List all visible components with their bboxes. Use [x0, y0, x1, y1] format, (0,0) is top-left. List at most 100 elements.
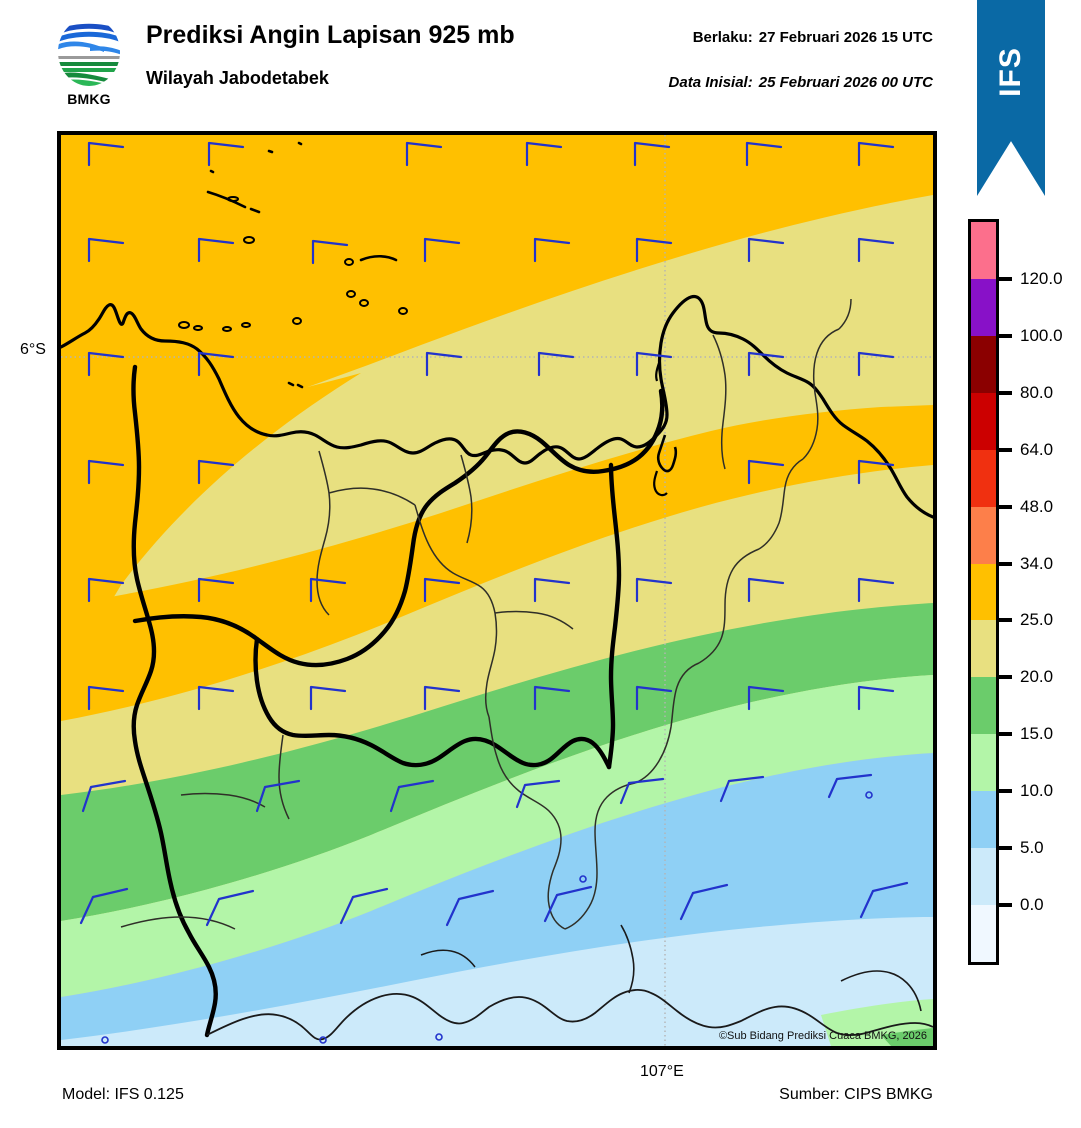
wind-barb — [87, 459, 125, 485]
colorbar-tick-label: 5.0 — [1020, 838, 1044, 858]
map-copyright: ©Sub Bidang Prediksi Cuaca BMKG, 2026 — [718, 1030, 927, 1042]
wind-barb — [87, 685, 125, 711]
colorbar-tick-mark — [999, 789, 1012, 794]
band-15-20-se-corner — [881, 1028, 933, 1046]
wind-barb — [747, 459, 785, 485]
province-boundary-banten-west — [131, 364, 218, 1038]
wind-barb-field — [79, 141, 909, 927]
forecast-metadata: Berlaku: 27 Februari 2026 15 UTC Data Ini… — [669, 28, 933, 93]
wind-barb — [719, 775, 765, 803]
colorbar-tick-mark — [999, 675, 1012, 680]
wind-barb — [197, 351, 235, 377]
colorbar-tick-group: 120.0 100.0 80.0 64.0 48.0 34.0 25.0 20.0 15.0 10… — [999, 219, 1081, 965]
colorbar-band — [971, 905, 996, 962]
district-boundaries — [120, 298, 852, 930]
colorbar-tick-mark — [999, 333, 1012, 338]
valid-time-label: Berlaku: — [692, 29, 753, 46]
band-0-5 — [61, 917, 933, 1046]
bmkg-logo: BMKG — [46, 17, 132, 113]
wind-barb — [87, 237, 125, 263]
wind-barb — [635, 237, 673, 263]
wind-barb — [543, 885, 593, 923]
wind-barb — [423, 685, 461, 711]
initial-time-row: Data Inisial: 25 Februari 2026 00 UTC — [669, 73, 933, 93]
wind-barb — [79, 887, 129, 925]
header: BMKG Prediksi Angin Lapisan 925 mb Wilay… — [0, 0, 1081, 130]
province-boundary-jakarta-south — [132, 388, 665, 668]
wind-barb — [857, 237, 895, 263]
islands-seribu — [178, 141, 408, 389]
wind-barb — [747, 237, 785, 263]
wind-barb — [445, 889, 495, 927]
colorbar-band — [971, 392, 996, 450]
wind-barb — [339, 887, 389, 925]
colorbar-band — [971, 222, 996, 279]
initial-time-value: 25 Februari 2026 00 UTC — [758, 74, 933, 91]
colorbar-band — [971, 506, 996, 564]
colorbar-tick-label: 0.0 — [1020, 895, 1044, 915]
colorbar-tick-mark — [999, 447, 1012, 452]
wind-speed-colorbar — [968, 219, 999, 965]
map-frame[interactable]: ©Sub Bidang Prediksi Cuaca BMKG, 2026 — [57, 131, 937, 1050]
colorbar-tick-mark — [999, 846, 1012, 851]
band-25-34-north — [61, 135, 933, 465]
footer-model-label: Model: IFS 0.125 — [62, 1086, 184, 1103]
wind-barb — [533, 237, 571, 263]
colorbar-tick-label: 15.0 — [1020, 724, 1054, 744]
colorbar-tick-mark — [999, 732, 1012, 737]
wind-barb — [309, 685, 347, 711]
page-subtitle: Wilayah Jabodetabek — [146, 68, 329, 88]
wind-barb — [197, 459, 235, 485]
colorbar-tick-label: 80.0 — [1020, 382, 1054, 402]
colorbar-band — [971, 335, 996, 393]
colorbar-tick-label: 48.0 — [1020, 496, 1054, 516]
wind-barb — [515, 779, 561, 809]
band-25-34-central — [61, 405, 933, 721]
wind-barb — [857, 351, 895, 377]
wind-barb — [425, 351, 463, 377]
wind-barb — [205, 889, 255, 927]
wind-barb — [87, 141, 125, 167]
wind-barb — [81, 779, 127, 813]
colorbar-band — [971, 791, 996, 849]
band-25-34-west — [61, 373, 361, 705]
wind-barb — [857, 685, 895, 711]
colorbar-band — [971, 848, 996, 906]
wind-barb — [679, 883, 729, 921]
colorbar-tick-mark — [999, 903, 1012, 908]
valid-time-value: 27 Februari 2026 15 UTC — [758, 29, 933, 46]
wind-barb — [635, 577, 673, 603]
wind-barb — [255, 779, 301, 813]
colorbar-tick-label: 64.0 — [1020, 439, 1054, 459]
wind-barb — [423, 237, 461, 263]
wind-barb — [745, 141, 783, 167]
bmkg-logo-mark — [58, 18, 120, 86]
wind-barb — [859, 881, 909, 919]
footer-source-label: Sumber: CIPS BMKG — [779, 1086, 933, 1103]
coast-notch — [655, 362, 661, 382]
longitude-tick-label-107e: 107°E — [640, 1063, 684, 1080]
colorbar-band — [971, 563, 996, 621]
wind-barb — [87, 351, 125, 377]
colorbar-tick-mark — [999, 276, 1012, 281]
coastline-south-detail — [420, 949, 476, 968]
wind-barb — [633, 141, 671, 167]
wind-barb — [857, 459, 895, 485]
colorbar-tick-label: 10.0 — [1020, 781, 1054, 801]
title-block: Prediksi Angin Lapisan 925 mb Wilayah Ja… — [146, 20, 515, 89]
band-10-15 — [61, 675, 933, 997]
wind-barb — [389, 779, 435, 813]
wind-barb — [311, 239, 349, 265]
jakarta-bay-detail-2 — [653, 470, 668, 497]
colorbar-tick-label: 100.0 — [1020, 325, 1063, 345]
initial-time-label: Data Inisial: — [668, 74, 753, 91]
colorbar-band — [971, 449, 996, 507]
coastline-south-inlet — [840, 970, 922, 1012]
wind-forecast-map[interactable] — [61, 135, 933, 1046]
wind-barb — [635, 351, 673, 377]
colorbar-tick-mark — [999, 504, 1012, 509]
colorbar-band — [971, 677, 996, 735]
wind-barb — [635, 685, 673, 711]
wind-barb — [87, 577, 125, 603]
station-markers — [101, 791, 873, 1044]
